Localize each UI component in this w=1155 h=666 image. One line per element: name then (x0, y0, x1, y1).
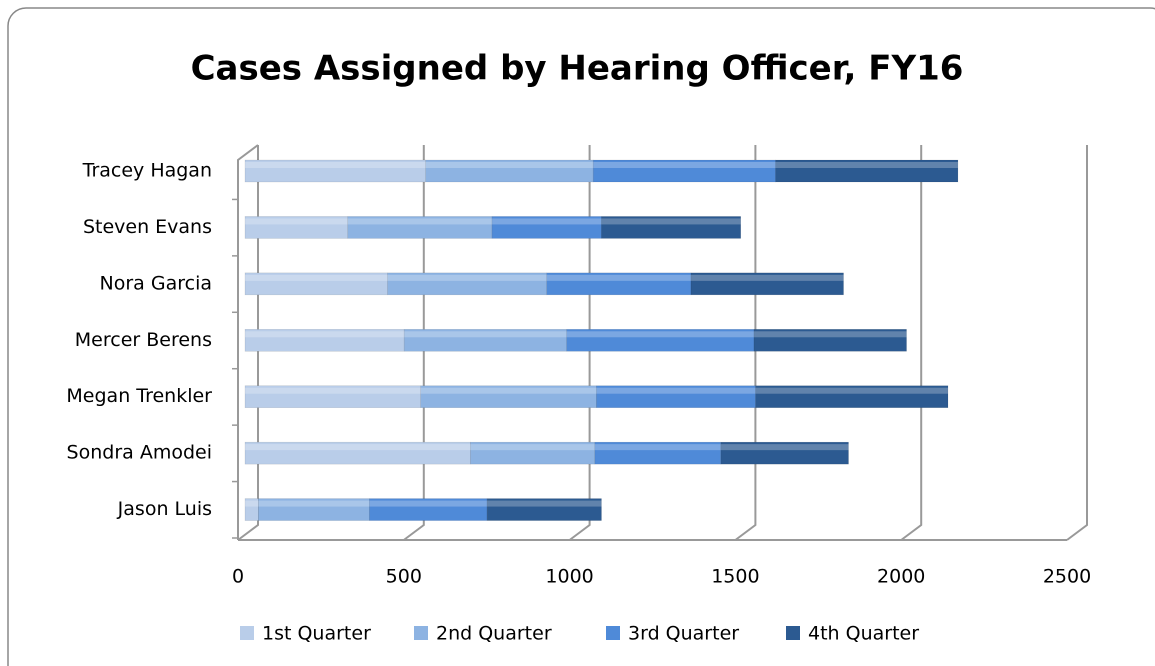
bar-highlight (470, 444, 595, 451)
bar-highlight (404, 331, 567, 338)
bar-highlight (387, 274, 547, 281)
bar-highlight (347, 218, 493, 225)
y-tick-label: Jason Luis (117, 498, 212, 520)
legend-label: 4th Quarter (808, 623, 919, 645)
bar-highlight (691, 274, 844, 281)
y-tick-label: Mercer Berens (75, 329, 212, 351)
bar-highlight (369, 500, 488, 507)
bar-highlight (754, 331, 907, 338)
bar-highlight (420, 387, 597, 394)
y-axis-wall (237, 144, 259, 540)
grid-line (403, 145, 425, 541)
grid-line (900, 145, 923, 541)
bar-highlight (720, 444, 849, 451)
bar-highlight (425, 162, 594, 168)
grid-line (734, 145, 757, 541)
chart-title: Cases Assigned by Hearing Officer, FY16 (191, 49, 964, 89)
legend-swatch (414, 626, 428, 640)
bar-highlight (245, 387, 421, 394)
bar-highlight (755, 387, 948, 394)
bar-highlight (245, 500, 259, 507)
y-tick-label: Megan Trenkler (66, 385, 212, 407)
legend-label: 3rd Quarter (628, 623, 739, 645)
y-tick-label: Tracey Hagan (82, 160, 212, 182)
bar-segment (596, 385, 756, 408)
legend-swatch (786, 626, 800, 640)
legend-swatch (606, 626, 620, 640)
bar-highlight (546, 274, 692, 281)
bar-highlight (245, 162, 426, 168)
bar-segment (755, 385, 949, 408)
bar-highlight (566, 331, 755, 338)
grid-line (237, 145, 259, 541)
bar-highlight (594, 444, 721, 451)
y-tick-label: Sondra Amodei (67, 442, 212, 464)
bar-highlight (775, 162, 958, 168)
x-tick-label: 2500 (1043, 566, 1091, 588)
y-tick-label: Steven Evans (83, 216, 212, 238)
bar-segment (690, 272, 844, 296)
bar-highlight (596, 387, 756, 394)
x-tick-label: 500 (386, 566, 422, 588)
bar-highlight (593, 162, 776, 168)
bar-highlight (245, 218, 348, 225)
bar-highlight (258, 500, 370, 507)
bar-segment (720, 441, 849, 465)
legend-label: 2nd Quarter (436, 623, 552, 645)
bar-segment (486, 498, 602, 521)
bar-segment (601, 216, 741, 239)
bar-highlight (601, 218, 741, 225)
x-tick-label: 1000 (545, 566, 593, 588)
bar-segment (775, 159, 959, 183)
legend-swatch (240, 626, 254, 640)
x-tick-label: 2000 (877, 566, 925, 588)
x-tick-label: 0 (232, 566, 244, 588)
bar-segment (546, 272, 692, 296)
bar-segment (753, 329, 907, 352)
bar-highlight (245, 331, 405, 338)
legend-label: 1st Quarter (262, 623, 371, 645)
y-tick-label: Nora Garcia (100, 272, 212, 294)
bar-highlight (487, 500, 602, 507)
x-tick-label: 1500 (711, 566, 759, 588)
bar-highlight (492, 218, 602, 225)
grid-line (568, 145, 591, 541)
bar-highlight (245, 444, 471, 451)
grid-line (1066, 145, 1088, 541)
bar-highlight (245, 274, 388, 281)
